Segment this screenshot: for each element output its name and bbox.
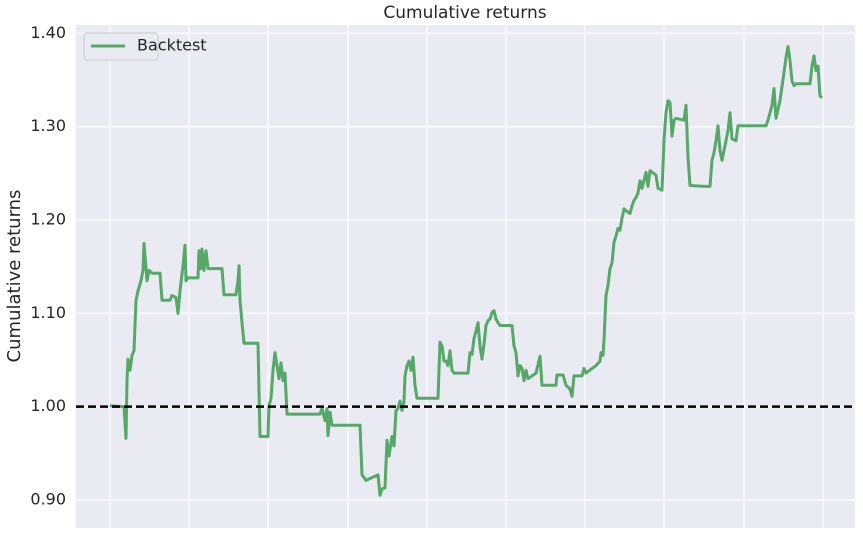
- y-tick-label: 1.30: [30, 116, 66, 135]
- series-line: [109, 45, 824, 497]
- y-tick-label: 1.10: [30, 303, 66, 322]
- y-axis-label: Cumulative returns: [4, 190, 25, 363]
- legend-label: Backtest: [137, 36, 207, 55]
- y-tick-label: 1.20: [30, 210, 66, 229]
- chart-title: Cumulative returns: [383, 3, 546, 23]
- plot-area: [76, 25, 855, 528]
- y-tick-label: 1.00: [30, 396, 66, 415]
- y-tick-label: 1.40: [30, 23, 66, 42]
- y-tick-label: 0.90: [30, 490, 66, 509]
